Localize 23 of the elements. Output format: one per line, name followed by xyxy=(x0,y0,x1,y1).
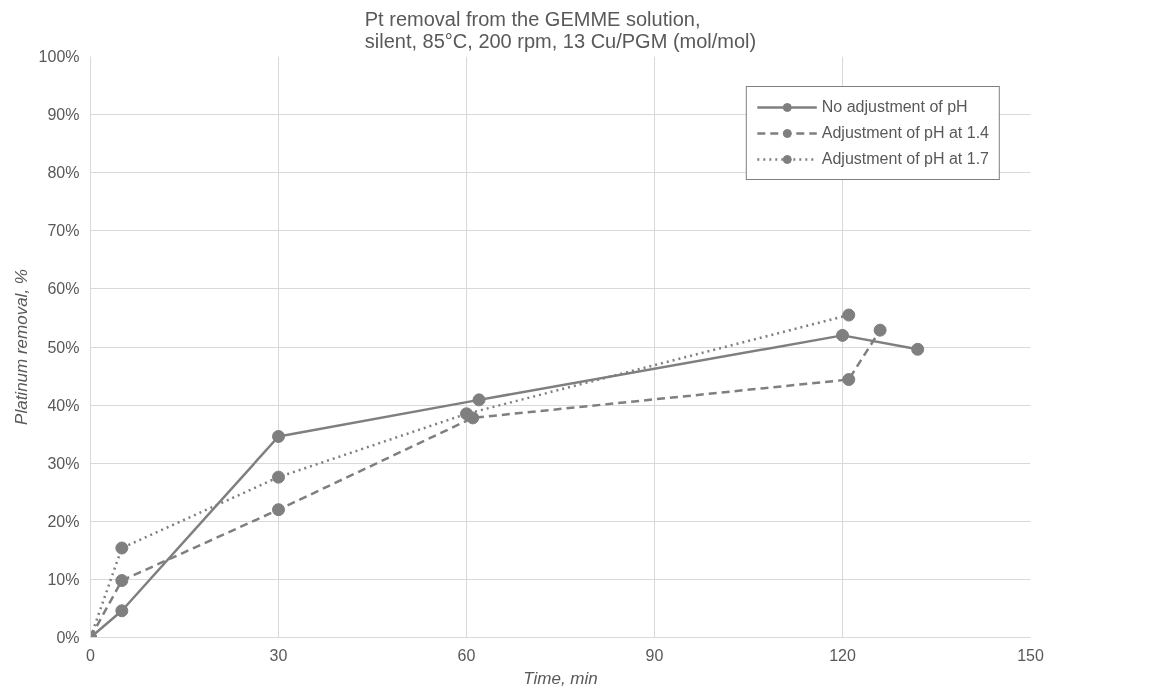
y-tick-label: 40% xyxy=(47,396,80,414)
y-tick-label: 50% xyxy=(47,338,80,356)
x-tick-label: 150 xyxy=(1017,646,1044,664)
x-tick-label: 30 xyxy=(269,646,288,664)
y-tick-label: 20% xyxy=(47,512,80,530)
legend-label: Adjustment of pH at 1.7 xyxy=(821,150,989,168)
chart-title: Pt removal from the GEMME solution, silent, 85°C, 200 rpm, 13 Cu/PGM (mol/mol) xyxy=(364,7,757,52)
y-tick-label: 30% xyxy=(47,454,80,472)
x-tick-label: 0 xyxy=(86,646,96,664)
x-tick-label: 120 xyxy=(829,646,856,664)
legend-label: Adjustment of pH at 1.4 xyxy=(821,124,989,142)
y-tick-label: 60% xyxy=(47,280,80,298)
y-tick-label: 100% xyxy=(38,48,80,65)
legend-label: No adjustment of pH xyxy=(821,98,968,116)
y-tick-label: 90% xyxy=(47,106,80,124)
y-tick-label: 10% xyxy=(47,570,80,588)
x-tick-label: 90 xyxy=(645,646,664,664)
y-tick-label: 70% xyxy=(47,222,80,240)
y-axis-title: Platinum removal, % xyxy=(11,269,31,425)
y-tick-label: 0% xyxy=(56,629,80,646)
y-tick-label: 80% xyxy=(47,164,80,182)
x-tick-label: 60 xyxy=(457,646,476,664)
x-axis-title: Time, min xyxy=(523,668,598,688)
